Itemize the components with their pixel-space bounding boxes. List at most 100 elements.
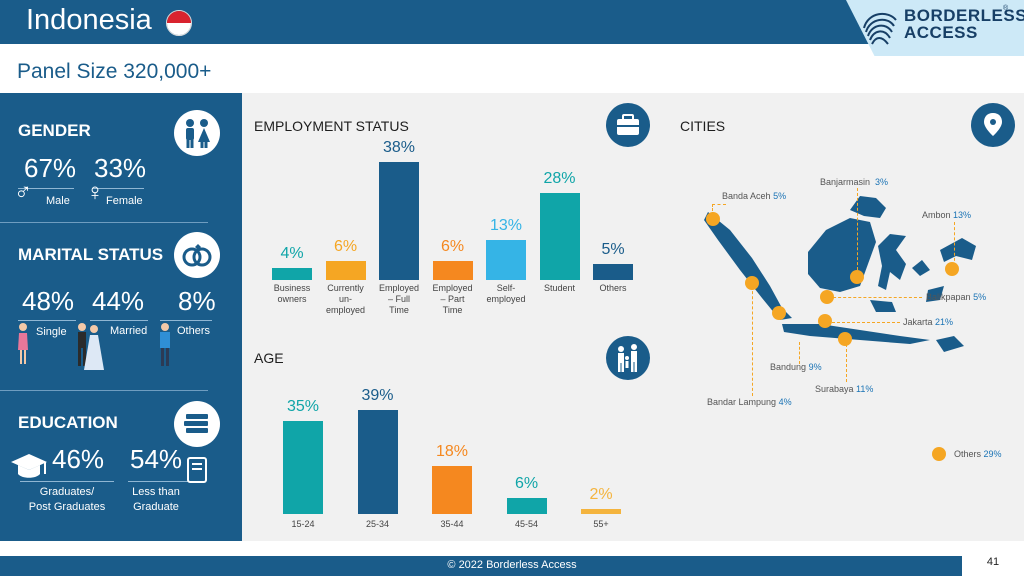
city-dot-bandar-lampung [745,276,759,290]
bar-value-label: 18% [435,443,469,460]
leader-line [752,286,753,396]
bar-4 [486,240,526,280]
leader-line [846,344,847,382]
copyright: © 2022 Borderless Access [447,559,577,571]
category-label: Business owners [273,283,311,304]
category-label: 35-44 [440,519,464,529]
gender-title: GENDER [18,121,91,140]
male-symbol-icon: ♂ [14,179,32,206]
category-label: 25-34 [365,519,390,529]
category-label: Others [599,283,627,293]
cities-title: CITIES [680,118,726,134]
education-title: EDUCATION [18,413,118,432]
city-label-bandar-lampung: Bandar Lampung 4% [707,397,792,407]
rings-icon [174,232,220,278]
page-number: 41 [986,556,1000,568]
city-label-ambon: Ambon 13% [922,210,972,220]
gender-icon [174,110,220,156]
books-icon [174,401,220,447]
city-label-banda-aceh: Banda Aceh 5% [722,191,787,201]
bar-0 [283,421,323,514]
single-woman-icon [18,323,28,364]
male-underline [18,188,74,189]
married-label: Married [110,325,148,337]
category-label: 15-24 [291,519,315,529]
page-number-box: 41 [962,548,1024,576]
bar-value-label: 4% [280,245,304,262]
city-dot-ambon [945,262,959,276]
category-label: 55+ [593,519,609,529]
logo-text: BORDERLESS ACCESS [904,6,1024,42]
bar-value-label: 2% [589,486,613,503]
leader-line [954,222,955,266]
logo-background [846,0,1024,56]
book-icon [187,457,207,483]
graduation-cap-icon [11,454,47,478]
less-underline [128,481,190,482]
female-symbol-icon: ♀ [86,179,104,206]
leader-line [828,297,922,298]
city-label-banjarmasin: Banjarmasin 3% [820,177,889,187]
leader-line [822,322,900,323]
city-dot-banda-aceh [706,212,720,226]
footer-bar: © 2022 Borderless Access [0,556,1024,576]
married-percent: 44% [92,286,145,316]
bar-3 [506,498,547,514]
bar-value-label: 38% [382,139,416,156]
bar-value-label: 6% [514,475,539,492]
category-label: Student [543,283,576,293]
category-label: Self-employed [486,283,526,304]
single-label: Single [36,326,67,338]
city-dot-others [932,447,946,461]
graduates-percent: 46% [52,444,105,474]
male-label: Male [46,195,70,207]
bar-3 [432,261,473,280]
city-label-balikpapan: Balikpapan 5% [926,292,987,302]
bar-value-label: 28% [543,170,576,187]
demographics-panel [0,93,242,541]
leader-line [857,188,858,270]
single-percent: 48% [22,286,75,316]
borderless-access-logo-icon [863,12,897,45]
male-percent: 67% [24,153,77,183]
less-than-graduate-percent: 54% [130,444,183,474]
single-underline [18,320,76,321]
bar-4 [581,509,621,514]
female-percent: 33% [94,153,147,183]
leader-line [712,204,713,219]
leader-line [712,204,726,205]
leader-line [799,342,800,364]
city-dot-bandung [772,306,786,320]
married-underline [90,320,148,321]
bar-2 [432,466,472,514]
country-title: Indonesia [26,4,152,36]
marital-status-title: MARITAL STATUS [18,245,164,264]
city-label-bandung: Bandung 9% [770,362,822,372]
married-couple-icon [78,323,104,370]
others-label: Others [177,325,211,337]
bar-value-label: 39% [361,387,394,404]
city-dot-balikpapan [820,290,834,304]
bar-value-label: 5% [601,241,625,258]
briefcase-icon [606,103,650,147]
bar-value-label: 35% [286,398,320,415]
bar-value-label: 6% [333,238,358,255]
family-icon [606,336,650,380]
female-label: Female [106,195,143,207]
city-label-surabaya: Surabaya 11% [815,384,874,394]
bar-2 [379,162,419,280]
category-label: Employed – Part Time [432,283,473,315]
graduates-underline [20,481,114,482]
bar-6 [593,264,633,280]
age-title: AGE [254,350,284,366]
city-label-others: Others 29% [954,449,1002,459]
bar-5 [539,193,580,280]
graduates-label: Graduates/Post Graduates [28,486,106,513]
others-percent: 8% [178,286,216,316]
bar-1 [325,261,366,280]
bar-value-label: 13% [489,217,523,234]
section-divider [0,390,208,391]
others-underline [160,320,212,321]
category-label: 45-54 [514,519,539,529]
location-pin-icon [971,103,1015,147]
